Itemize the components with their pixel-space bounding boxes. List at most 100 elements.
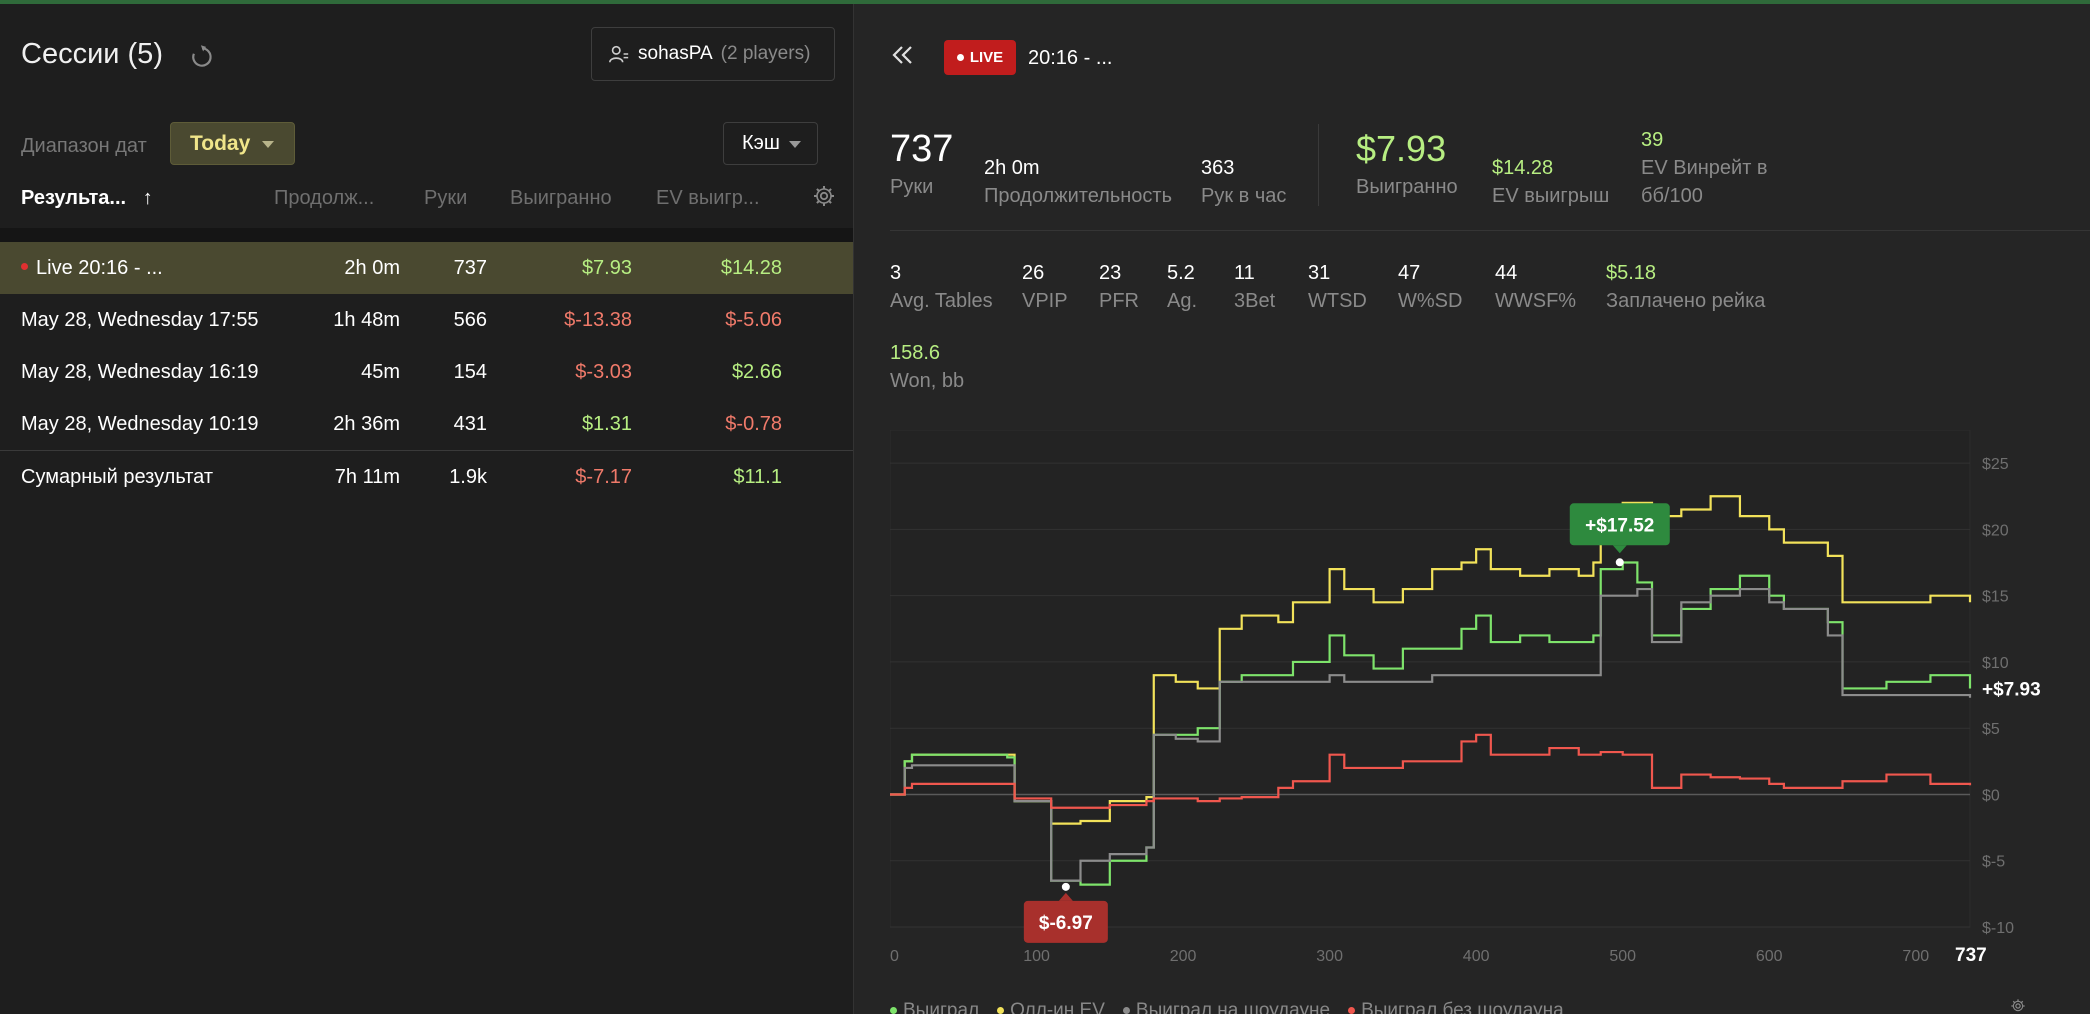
live-dot-icon — [956, 54, 964, 61]
y-tick-label: $0 — [1982, 787, 2000, 804]
y-tick-label: $10 — [1982, 655, 2009, 672]
stats-divider — [1318, 124, 1319, 206]
session-name-text: Live 20:16 - ... — [36, 257, 163, 279]
double-chevron-left-icon[interactable] — [891, 44, 915, 66]
stat-row-label: WTSD — [1308, 290, 1367, 312]
x-tick-label: 200 — [1170, 948, 1197, 965]
summary-duration-cell: 7h 11m — [334, 466, 400, 488]
y-tick-label: $15 — [1982, 589, 2009, 606]
x-tick-label: 500 — [1609, 948, 1636, 965]
stat-hands-value: 737 — [890, 128, 954, 170]
legend-item-non-showdown[interactable]: Выиграл без шоудауна — [1348, 1000, 1564, 1014]
stat-row-value: 23 — [1099, 262, 1122, 284]
chart-legend: Выиграл Олл-ин EV Выиграл на шоудауне Вы… — [890, 1000, 1564, 1014]
duration-cell: 1h 48m — [333, 309, 400, 331]
game-type-value: Кэш — [742, 132, 780, 154]
column-header-hands[interactable]: Руки — [424, 187, 468, 209]
series-line-won — [890, 561, 1972, 886]
stat-row-label: Avg. Tables — [890, 290, 993, 312]
legend-item-showdown[interactable]: Выиграл на шоудауне — [1122, 1000, 1330, 1014]
session-name-text: May 28, Wednesday 16:19 — [21, 361, 259, 383]
column-header-duration[interactable]: Продолж... — [274, 187, 375, 209]
top-accent-line — [0, 0, 2090, 4]
x-tick-label: 700 — [1902, 948, 1929, 965]
legend-dot-icon — [890, 1007, 897, 1014]
y-tick-label: $25 — [1982, 456, 2009, 473]
stat-row-label: WWSF% — [1495, 290, 1577, 312]
stat-row-value: 47 — [1398, 262, 1421, 284]
session-name-cell: May 28, Wednesday 17:55 — [21, 309, 259, 332]
column-settings-gear-icon[interactable] — [812, 184, 836, 208]
date-range-dropdown[interactable]: Today — [170, 122, 295, 165]
summary-ev-won-cell: $11.1 — [733, 466, 782, 488]
column-header-won[interactable]: Выигранно — [510, 187, 612, 209]
player-selector-button[interactable]: sohasPA (2 players) — [591, 27, 835, 81]
stat-row-label: 3Bet — [1234, 290, 1276, 312]
sessions-title: Сессии (5) — [21, 38, 163, 70]
legend-item-won[interactable]: Выиграл — [890, 1000, 979, 1014]
stat-row-label: Заплачено рейка — [1606, 290, 1766, 312]
stat-ev-winrate-value: 39 — [1641, 129, 1664, 151]
hands-cell: 566 — [453, 309, 487, 331]
session-name-text: May 28, Wednesday 10:19 — [21, 413, 259, 435]
summary-name-cell: Сумарный результат — [21, 466, 213, 488]
ev-won-cell: $14.28 — [720, 257, 782, 279]
stats-separator — [890, 230, 2090, 231]
y-tick-label: $5 — [1982, 721, 2000, 738]
stat-row-value: 3 — [890, 262, 902, 284]
stat-row-value: 26 — [1022, 262, 1045, 284]
x-tick-label: 0 — [890, 948, 899, 965]
session-row[interactable]: Live 20:16 - ... 2h 0m 737 $7.93 $14.28 — [0, 242, 853, 294]
x-tick-label: 600 — [1756, 948, 1783, 965]
won-cell: $1.31 — [581, 413, 632, 435]
max-tooltip-label: +$17.52 — [1585, 515, 1654, 536]
min-point-marker — [1061, 882, 1070, 891]
column-header-result[interactable]: Результа... ↑ — [21, 187, 153, 209]
y-tick-label: $-5 — [1982, 854, 2005, 871]
stat-won-label: Выигранно — [1356, 176, 1458, 198]
ev-won-cell: $-5.06 — [725, 309, 782, 331]
stat-ev-winrate-unit: бб/100 — [1641, 185, 1703, 207]
legend-dot-icon — [997, 1007, 1005, 1014]
player-count: (2 players) — [720, 43, 811, 64]
column-header-ev-won[interactable]: EV выигр... — [656, 187, 760, 209]
y-tick-label: $-10 — [1982, 920, 2014, 937]
min-tooltip-arrow — [1058, 892, 1073, 901]
session-row[interactable]: May 28, Wednesday 10:19 2h 36m 431 $1.31 $-0… — [0, 398, 853, 450]
stat-ev-winrate-label: EV Винрейт в — [1641, 157, 1768, 179]
stat-row-value: 5.2 — [1167, 262, 1195, 284]
session-name-cell: May 28, Wednesday 16:19 — [21, 361, 259, 384]
session-name-cell: Live 20:16 - ... — [21, 257, 163, 280]
stat-duration-value: 2h 0m — [984, 157, 1040, 179]
chart-settings-gear-icon[interactable] — [2006, 998, 2030, 1014]
won-bb-value: 158.6 — [890, 342, 941, 364]
max-point-marker — [1615, 558, 1624, 567]
chevron-down-icon — [789, 141, 801, 148]
summary-row: Сумарный результат 7h 11m 1.9k $-7.17 $11.1 — [0, 450, 853, 502]
table-header-separator — [0, 228, 853, 242]
user-switch-icon — [609, 45, 629, 63]
summary-hands-cell: 1.9k — [449, 466, 487, 488]
series-line-nosd — [890, 733, 1972, 809]
x-tick-label: 400 — [1463, 948, 1490, 965]
date-range-label: Диапазон дат — [21, 135, 147, 157]
profit-chart[interactable]: $25 $20 $15 $10 $5 $0 $-5 $-10 0 100 200 300 400 500 6… — [890, 430, 2050, 980]
series-line-allin_ev — [890, 495, 1972, 825]
refresh-icon[interactable] — [189, 44, 215, 70]
won-bb-label: Won, bb — [890, 370, 965, 392]
session-row[interactable]: May 28, Wednesday 16:19 45m 154 $-3.03 $2.66 — [0, 346, 853, 398]
stat-row-value: 31 — [1308, 262, 1331, 284]
duration-cell: 45m — [361, 361, 400, 383]
hands-cell: 737 — [453, 257, 487, 279]
legend-item-allin-ev[interactable]: Олл-ин EV — [997, 1000, 1105, 1014]
stat-row-value: 44 — [1495, 262, 1518, 284]
stat-row-value: $5.18 — [1606, 262, 1657, 284]
plot-area — [890, 430, 1971, 928]
x-end-label: 737 — [1955, 945, 1987, 966]
sessions-panel — [0, 4, 853, 1014]
player-name: sohasPA — [638, 43, 713, 64]
session-row[interactable]: May 28, Wednesday 17:55 1h 48m 566 $-13.38 $… — [0, 294, 853, 346]
summary-won-cell: $-7.17 — [575, 466, 632, 488]
game-type-dropdown[interactable]: Кэш — [723, 122, 818, 165]
stat-hands-label: Руки — [890, 176, 934, 198]
